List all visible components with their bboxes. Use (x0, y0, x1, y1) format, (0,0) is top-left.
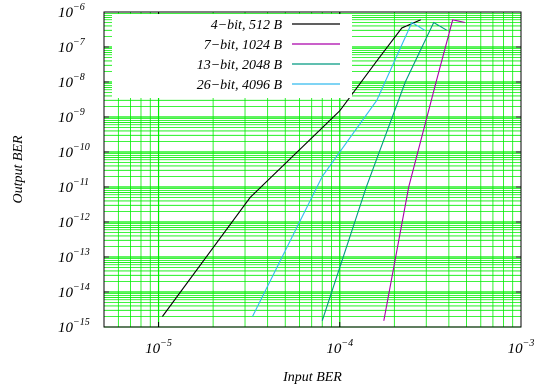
x-tick-base: 10 (145, 341, 161, 357)
y-tick-label: 10−14 (58, 282, 90, 301)
legend-label-3: 13−bit, 2048 B (197, 58, 283, 73)
y-tick-base: 10 (58, 75, 74, 91)
y-tick-base: 10 (58, 180, 74, 196)
y-tick-label: 10−12 (58, 212, 90, 231)
y-tick-base: 10 (58, 40, 74, 56)
y-tick-base: 10 (58, 5, 74, 21)
y-tick-base: 10 (58, 110, 74, 126)
series-line-4 (252, 21, 426, 317)
y-tick-exponent: −6 (73, 2, 85, 13)
x-tick-exponent: −5 (160, 338, 172, 349)
series-line-2 (383, 19, 466, 321)
y-tick-label: 10−8 (58, 72, 85, 91)
y-tick-exponent: −8 (73, 72, 85, 83)
x-tick-label: 10−3 (508, 338, 535, 357)
legend: 4−bit, 512 B 7−bit, 1024 B 13−bit, 2048 B 2… (112, 14, 352, 98)
y-tick-label: 10−6 (58, 2, 85, 21)
y-tick-label: 10−11 (58, 177, 89, 196)
x-tick-label: 10−5 (145, 338, 172, 357)
y-tick-label: 10−7 (58, 37, 86, 56)
series-line-3 (321, 21, 448, 321)
legend-label-2: 7−bit, 1024 B (204, 38, 283, 53)
y-tick-label: 10−13 (58, 247, 90, 266)
y-tick-exponent: −13 (73, 247, 90, 258)
y-tick-base: 10 (58, 320, 74, 336)
series-layer (161, 19, 466, 321)
tick-layer: 10−5 10−4 10−310−610−710−810−910−1010−1110… (58, 2, 534, 357)
y-tick-label: 10−10 (58, 142, 90, 161)
y-tick-base: 10 (58, 215, 74, 231)
y-tick-base: 10 (58, 250, 74, 266)
y-tick-exponent: −14 (73, 282, 90, 293)
y-tick-exponent: −7 (73, 37, 86, 48)
x-axis-label: Input BER (282, 370, 342, 385)
y-axis-label: Output BER (11, 135, 26, 203)
y-tick-exponent: −10 (73, 142, 90, 153)
plot-frame (103, 11, 522, 328)
x-tick-label: 10−4 (326, 338, 353, 357)
y-tick-label: 10−9 (58, 107, 85, 126)
legend-label-4: 26−bit, 4096 B (197, 78, 283, 93)
y-tick-base: 10 (58, 285, 74, 301)
y-tick-exponent: −9 (73, 107, 85, 118)
y-tick-label: 10−15 (58, 317, 90, 336)
x-tick-base: 10 (326, 341, 342, 357)
y-tick-exponent: −11 (73, 177, 89, 188)
x-tick-exponent: −4 (341, 338, 353, 349)
y-tick-exponent: −15 (73, 317, 90, 328)
y-tick-base: 10 (58, 145, 74, 161)
legend-label-1: 4−bit, 512 B (211, 18, 283, 33)
x-tick-base: 10 (508, 341, 524, 357)
x-tick-exponent: −3 (523, 338, 535, 349)
series-line-1 (161, 19, 422, 317)
y-tick-exponent: −12 (73, 212, 90, 223)
